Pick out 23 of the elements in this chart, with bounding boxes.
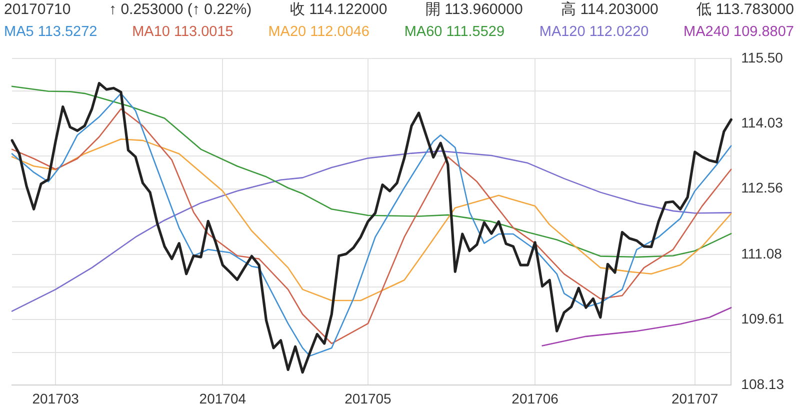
text: ↑ 0.253000 (↑ 0.22%) [109,0,252,20]
x-tick-label: 201703 [32,390,80,406]
x-tick-label: 201706 [512,390,559,406]
text: 收 114.122000 [290,0,388,20]
text: MA60 111.5529 [404,23,505,42]
text: 20170710 [4,0,71,20]
text: MA120 112.0220 [539,23,649,42]
y-tick-label: 111.08 [741,245,782,262]
text: 開 113.960000 [426,0,523,20]
y-tick-label: 108.13 [741,376,784,392]
text: MA240 109.8807 [684,23,794,42]
y-tick-label: 109.61 [741,310,784,326]
x-tick-label: 201704 [199,390,246,406]
y-tick-label: 112.56 [741,180,784,196]
text: 低 113.783000 [696,0,794,20]
text: MA5 113.5272 [4,23,98,42]
text: MA10 113.0015 [132,23,234,42]
x-tick-label: 201707 [672,390,718,406]
x-tick-label: 201705 [344,390,392,406]
y-tick-label: 115.50 [741,49,784,66]
y-tick-label: 114.03 [741,114,784,130]
text: MA20 112.0046 [268,23,370,42]
text: 高 114.203000 [561,0,658,20]
